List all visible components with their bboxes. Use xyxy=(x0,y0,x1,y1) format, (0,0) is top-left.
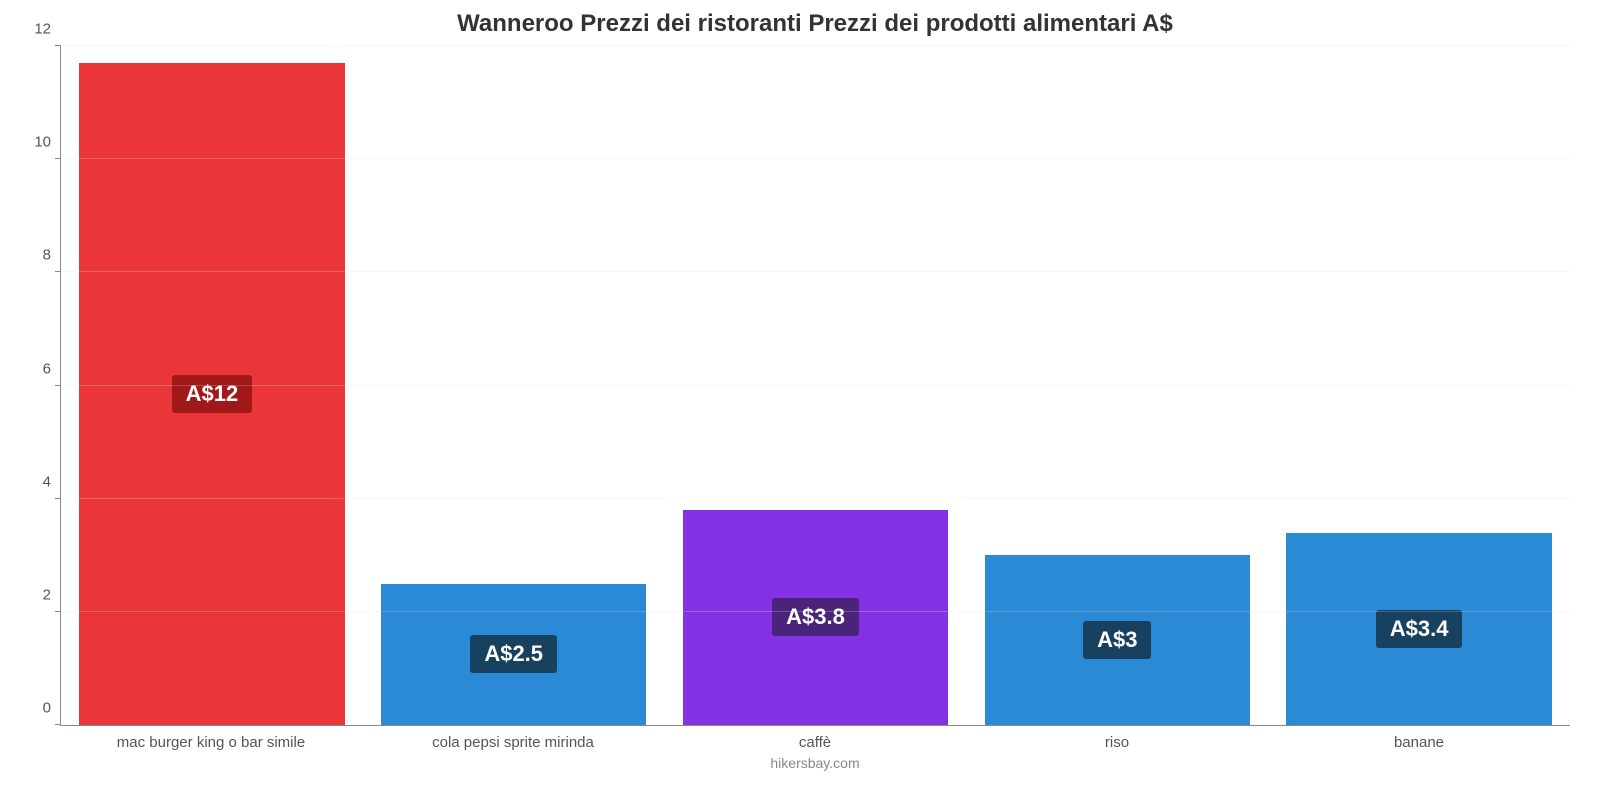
bar: A$3.4 xyxy=(1286,533,1552,725)
bar: A$3.8 xyxy=(683,510,949,725)
y-tick-mark xyxy=(55,271,61,272)
gridline xyxy=(61,385,1570,386)
y-tick-label: 8 xyxy=(43,247,61,264)
chart-title: Wanneroo Prezzi dei ristoranti Prezzi de… xyxy=(60,10,1570,38)
y-tick-label: 12 xyxy=(34,21,61,38)
bar-slot: A$3 xyxy=(966,46,1268,725)
bars-row: A$12 A$2.5 A$3.8 A$3 A$3.4 xyxy=(61,46,1570,725)
bar-slot: A$3.8 xyxy=(665,46,967,725)
x-axis-label: banane xyxy=(1268,734,1570,751)
gridline xyxy=(61,45,1570,46)
value-badge: A$3.4 xyxy=(1376,610,1463,648)
bar: A$3 xyxy=(985,555,1251,725)
value-badge: A$3 xyxy=(1083,621,1151,659)
y-tick-label: 10 xyxy=(34,134,61,151)
y-tick-label: 0 xyxy=(43,700,61,717)
bar: A$2.5 xyxy=(381,584,647,725)
gridline xyxy=(61,158,1570,159)
x-axis-label: cola pepsi sprite mirinda xyxy=(362,734,664,751)
bar: A$12 xyxy=(79,63,345,725)
y-tick-mark xyxy=(55,45,61,46)
y-tick-mark xyxy=(55,385,61,386)
price-bar-chart: Wanneroo Prezzi dei ristoranti Prezzi de… xyxy=(0,0,1600,800)
gridline xyxy=(61,271,1570,272)
y-tick-mark xyxy=(55,158,61,159)
value-badge: A$2.5 xyxy=(470,635,557,673)
x-axis-labels: mac burger king o bar similecola pepsi s… xyxy=(60,734,1570,751)
gridline xyxy=(61,498,1570,499)
x-axis-label: caffè xyxy=(664,734,966,751)
value-badge: A$3.8 xyxy=(772,598,859,636)
y-tick-mark xyxy=(55,611,61,612)
chart-source-credit: hikersbay.com xyxy=(60,755,1570,771)
gridline xyxy=(61,611,1570,612)
y-tick-mark xyxy=(55,498,61,499)
bar-slot: A$12 xyxy=(61,46,363,725)
bar-slot: A$2.5 xyxy=(363,46,665,725)
x-axis-label: mac burger king o bar simile xyxy=(60,734,362,751)
y-tick-label: 6 xyxy=(43,360,61,377)
value-badge: A$12 xyxy=(172,375,253,413)
x-axis-label: riso xyxy=(966,734,1268,751)
plot-area: A$12A$2.5A$3.8A$3A$3.4 024681012 xyxy=(60,46,1570,726)
bar-slot: A$3.4 xyxy=(1268,46,1570,725)
y-tick-label: 2 xyxy=(43,586,61,603)
y-tick-mark xyxy=(55,724,61,725)
y-tick-label: 4 xyxy=(43,473,61,490)
